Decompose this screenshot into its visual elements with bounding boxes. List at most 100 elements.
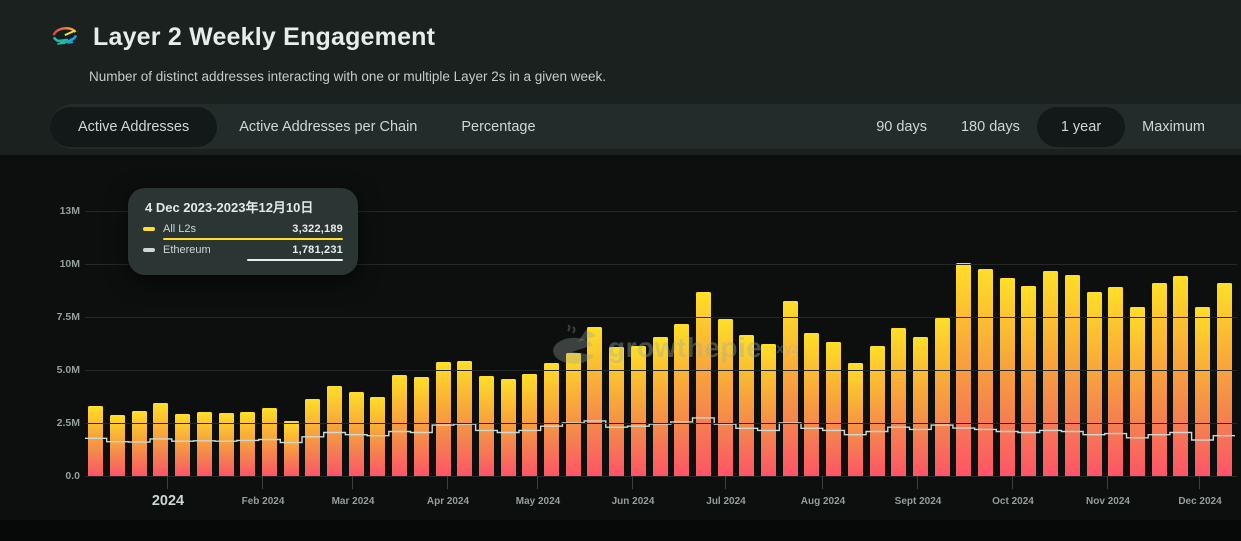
page-title: Layer 2 Weekly Engagement — [93, 22, 436, 51]
bar-week-52[interactable] — [1195, 306, 1210, 476]
bar-week-12[interactable] — [327, 385, 342, 476]
bar-week-50[interactable] — [1151, 282, 1167, 476]
bar-week-35[interactable] — [826, 341, 842, 476]
bar-week-29[interactable] — [695, 291, 711, 476]
x-axis-label: Nov 2024 — [1086, 496, 1130, 507]
tooltip-row-all-l2s: All L2s 3,322,189 — [143, 223, 343, 235]
y-gridline — [85, 264, 1237, 265]
bar-week-1[interactable] — [88, 405, 104, 476]
x-axis-tick — [822, 476, 823, 489]
watermark-name: growthepie — [608, 332, 763, 363]
range-180-days[interactable]: 180 days — [960, 118, 1020, 135]
ethereum-proportion-bar — [246, 259, 343, 261]
bar-week-6[interactable] — [196, 412, 212, 476]
x-axis-tick — [167, 476, 168, 489]
bar-week-23[interactable] — [565, 353, 581, 476]
bar-week-53[interactable] — [1216, 283, 1232, 476]
bar-plot-area — [85, 160, 1235, 476]
y-gridline — [85, 370, 1237, 371]
bar-week-14[interactable] — [370, 397, 386, 476]
bar-week-44[interactable] — [1021, 286, 1037, 476]
bar-week-18[interactable] — [457, 361, 473, 476]
bar-week-19[interactable] — [478, 375, 494, 476]
growthepie-logo-icon — [52, 27, 78, 45]
tooltip-series-label: Ethereum — [163, 244, 211, 256]
x-axis-label: Jun 2024 — [611, 496, 655, 507]
chart-panel: growthepie .xyz 4 Dec 2023-2023年12月10日 Al… — [0, 155, 1241, 520]
bar-week-3[interactable] — [131, 410, 147, 476]
header: Layer 2 Weekly Engagement — [50, 22, 435, 52]
y-axis-label: 2.5M — [56, 417, 80, 429]
bar-week-49[interactable] — [1129, 306, 1145, 476]
bar-week-36[interactable] — [847, 363, 863, 476]
x-axis-label: Aug 2024 — [800, 496, 846, 507]
bar-week-40[interactable] — [934, 318, 950, 476]
bar-week-15[interactable] — [392, 375, 408, 476]
x-axis-label: Dec 2024 — [1178, 496, 1222, 507]
tooltip-series-value: 1,781,231 — [292, 244, 343, 256]
y-axis-label: 5.0M — [56, 364, 80, 376]
x-axis-tick — [537, 476, 538, 489]
bar-week-4[interactable] — [153, 402, 169, 476]
y-axis-label: 7.5M — [56, 311, 80, 323]
toolbar: Active Addresses Active Addresses per Ch… — [50, 104, 1241, 149]
bar-week-42[interactable] — [978, 269, 993, 476]
bar-week-43[interactable] — [999, 278, 1015, 476]
watermark-pie-icon — [553, 325, 596, 364]
bar-week-8[interactable] — [240, 412, 256, 476]
bar-week-2[interactable] — [110, 415, 125, 476]
x-axis-label: 2024 — [151, 493, 185, 509]
bar-week-37[interactable] — [869, 345, 885, 476]
bar-week-34[interactable] — [804, 333, 820, 476]
bar-week-25[interactable] — [609, 347, 625, 476]
bar-week-48[interactable] — [1108, 286, 1124, 476]
y-axis-label: 10M — [59, 258, 80, 270]
tab-percentage[interactable]: Percentage — [461, 118, 536, 135]
x-axis-tick — [262, 476, 263, 489]
bar-week-26[interactable] — [630, 346, 646, 476]
bar-week-45[interactable] — [1043, 271, 1059, 476]
bar-week-51[interactable] — [1173, 276, 1189, 476]
range-1-year[interactable]: 1 year — [1036, 106, 1126, 147]
bar-week-10[interactable] — [283, 420, 299, 476]
tab-active-addresses-per-chain[interactable]: Active Addresses per Chain — [239, 118, 418, 135]
x-axis-tick — [1012, 476, 1013, 489]
all-l2s-swatch-icon — [143, 227, 155, 231]
growthepie-watermark[interactable]: growthepie .xyz — [548, 325, 799, 371]
x-axis-label: May 2024 — [515, 496, 561, 507]
y-gridline — [85, 423, 1237, 424]
range-90-days[interactable]: 90 days — [876, 118, 927, 135]
x-axis-label: Apr 2024 — [426, 496, 470, 507]
bar-week-9[interactable] — [261, 408, 277, 476]
bar-week-21[interactable] — [522, 374, 538, 476]
x-axis-tick — [725, 476, 726, 489]
x-axis-tick — [352, 476, 353, 489]
range-maximum[interactable]: Maximum — [1142, 118, 1205, 135]
x-axis-label: Sept 2024 — [894, 496, 942, 507]
bar-week-13[interactable] — [348, 391, 364, 476]
bar-week-47[interactable] — [1086, 291, 1102, 476]
x-axis-tick — [447, 476, 448, 489]
chart-tooltip: 4 Dec 2023-2023年12月10日 All L2s 3,322,189… — [128, 188, 358, 275]
bottom-spacer — [0, 520, 1241, 541]
x-axis-label: Oct 2024 — [992, 496, 1034, 507]
all-l2s-proportion-track — [163, 238, 343, 240]
x-axis-label: Jul 2024 — [706, 496, 746, 507]
tooltip-row-ethereum: Ethereum 1,781,231 — [143, 244, 343, 256]
x-axis-label: Mar 2024 — [331, 496, 375, 507]
bar-week-38[interactable] — [891, 328, 907, 476]
ethereum-swatch-icon — [143, 248, 155, 252]
tab-active-addresses[interactable]: Active Addresses — [50, 106, 218, 147]
x-axis-tick — [917, 476, 918, 489]
bar-week-39[interactable] — [912, 337, 928, 476]
bar-week-46[interactable] — [1064, 275, 1080, 476]
tooltip-date-range: 4 Dec 2023-2023年12月10日 — [145, 200, 314, 215]
bar-week-16[interactable] — [413, 376, 429, 476]
bar-week-11[interactable] — [305, 399, 321, 476]
bar-week-22[interactable] — [544, 363, 559, 476]
bar-week-20[interactable] — [500, 379, 516, 476]
x-axis-tick — [1107, 476, 1108, 489]
tooltip-series-value: 3,322,189 — [292, 223, 343, 235]
bar-week-17[interactable] — [435, 362, 451, 476]
